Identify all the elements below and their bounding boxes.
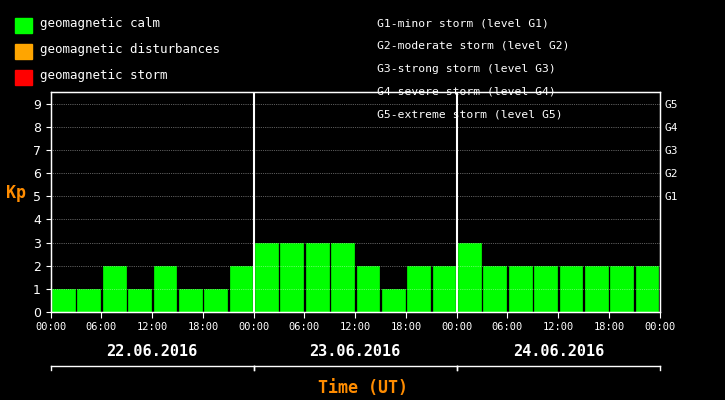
- Text: G1-minor storm (level G1): G1-minor storm (level G1): [377, 18, 549, 28]
- Bar: [560, 266, 582, 312]
- Text: geomagnetic disturbances: geomagnetic disturbances: [40, 44, 220, 56]
- Bar: [52, 289, 75, 312]
- Bar: [154, 266, 176, 312]
- Bar: [433, 266, 455, 312]
- Y-axis label: Kp: Kp: [7, 184, 26, 202]
- Bar: [357, 266, 379, 312]
- Text: G3-strong storm (level G3): G3-strong storm (level G3): [377, 64, 556, 74]
- Bar: [382, 289, 405, 312]
- Bar: [484, 266, 506, 312]
- Bar: [103, 266, 125, 312]
- Bar: [636, 266, 658, 312]
- Text: 22.06.2016: 22.06.2016: [107, 344, 198, 360]
- Bar: [509, 266, 531, 312]
- Text: G2-moderate storm (level G2): G2-moderate storm (level G2): [377, 41, 570, 51]
- Bar: [534, 266, 557, 312]
- Bar: [255, 242, 278, 312]
- Text: 23.06.2016: 23.06.2016: [310, 344, 401, 360]
- Text: 24.06.2016: 24.06.2016: [513, 344, 604, 360]
- Bar: [179, 289, 202, 312]
- Bar: [331, 242, 354, 312]
- Bar: [204, 289, 227, 312]
- Text: geomagnetic storm: geomagnetic storm: [40, 70, 167, 82]
- Bar: [230, 266, 252, 312]
- Text: G5-extreme storm (level G5): G5-extreme storm (level G5): [377, 109, 563, 119]
- Bar: [610, 266, 633, 312]
- Text: geomagnetic calm: geomagnetic calm: [40, 18, 160, 30]
- Bar: [128, 289, 151, 312]
- Bar: [306, 242, 328, 312]
- Bar: [458, 242, 481, 312]
- Bar: [78, 289, 100, 312]
- Text: Time (UT): Time (UT): [318, 379, 407, 397]
- Bar: [407, 266, 430, 312]
- Text: G4-severe storm (level G4): G4-severe storm (level G4): [377, 86, 556, 96]
- Bar: [281, 242, 303, 312]
- Bar: [585, 266, 608, 312]
